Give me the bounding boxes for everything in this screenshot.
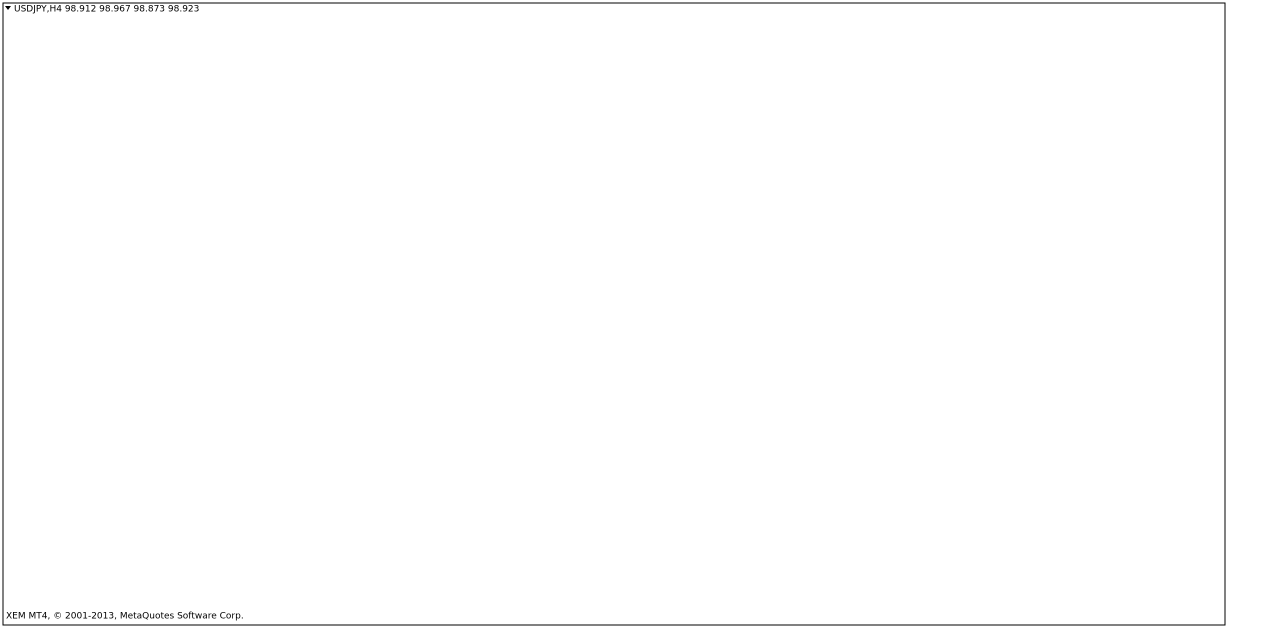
plot-frame: [2, 2, 1226, 626]
menu-triangle: [5, 6, 11, 10]
chart-title: USDJPY,H4 98.912 98.967 98.873 98.923: [14, 5, 199, 15]
footer: XEM MT4, © 2001-2013, MetaQuotes Softwar…: [6, 612, 244, 622]
